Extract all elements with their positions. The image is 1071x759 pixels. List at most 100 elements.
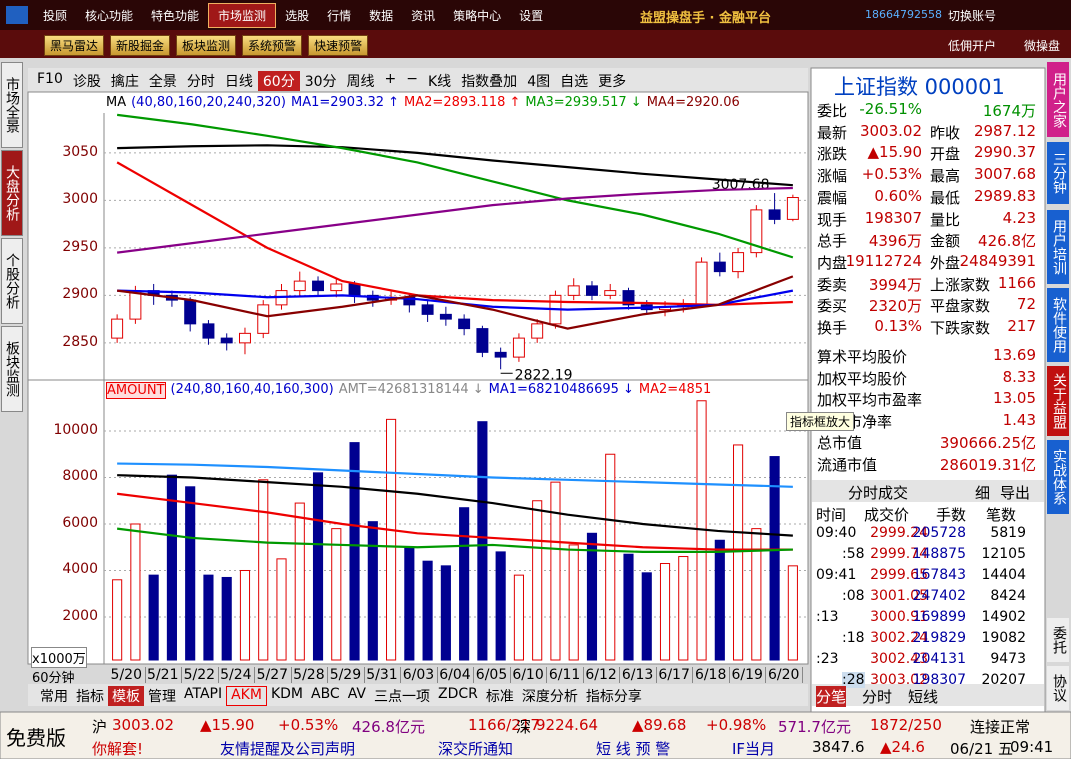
chart-tool[interactable]: 30分 [304,74,337,90]
chart-tool[interactable]: 更多 [598,74,627,90]
side-tab[interactable]: 关于益盟 [1047,366,1069,436]
side-tab[interactable]: 个股分析 [1,238,23,324]
chart-tool[interactable]: 60分 [257,71,300,91]
stat-label: 总市值 [817,434,863,452]
menu-item[interactable]: 策略中心 [453,8,502,23]
side-tab[interactable]: 用户培训 [1047,210,1069,284]
status-item: 3003.02 [112,716,175,734]
x-tick-label: 6/17 [656,667,694,683]
menu-item[interactable]: 资讯 [411,8,436,23]
candle-body [439,313,452,320]
status-item: 短 线 预 警 [596,740,671,758]
menu-item[interactable]: 投顾 [43,8,68,23]
bottom-tool[interactable]: ZDCR [437,686,478,702]
legend-item: MA1=2903.32 ↑ [290,95,400,110]
chart-tool[interactable]: 擒庄 [110,74,139,90]
candle-body [421,304,434,315]
toolbar-button[interactable]: 黑马雷达 [44,35,105,56]
trade-cell: 205728 [912,525,966,541]
bottom-tool[interactable]: KDM [270,686,303,702]
bottom-tool[interactable]: 管理 [148,689,176,705]
x-tick-label: 6/12 [583,667,621,683]
trade-cell: 09:40 [816,525,857,541]
quote-value: 2989.83 [973,186,1036,205]
toolbar-link[interactable]: 低佣开户 [948,39,997,53]
bottom-tool[interactable]: 指标分享 [585,689,642,705]
chart-tool[interactable]: K线 [428,74,452,90]
side-tab[interactable]: 实战体系 [1047,440,1069,514]
bottom-tool[interactable]: ATAPI [184,686,223,702]
toolbar-button[interactable]: 板块监测 [176,35,237,56]
bottom-tool[interactable]: ABC [311,686,340,702]
candle-body [458,318,471,330]
stat-label: 加权平均股价 [817,369,908,388]
chart-tool[interactable]: 4图 [527,74,551,90]
toolbar-button[interactable]: 快速预警 [308,35,369,56]
quote-value: 198307 [864,208,922,227]
y-tick-label: 6000 [62,514,98,531]
chart-tool[interactable]: 日线 [224,74,253,90]
side-tab[interactable]: 市场全景 [1,62,23,148]
menu-item[interactable]: 市场监测 [208,2,277,28]
bottom-tool[interactable]: AV [347,686,366,702]
trade-tab[interactable]: 导出 [1000,484,1031,502]
quote-label: 开盘 [930,145,961,164]
side-tab[interactable]: 用户之家 [1047,62,1069,137]
side-tab[interactable]: 三分钟 [1047,142,1069,204]
volume-bar [440,565,451,661]
chart-tool[interactable]: + [384,71,397,87]
toolbar-button[interactable]: 系统预警 [242,35,303,56]
trade-bottom-tab[interactable]: 分时 [862,688,893,706]
bottom-tool[interactable]: 三点一项 [373,689,430,705]
toolbar-button[interactable]: 新股掘金 [110,35,171,56]
menu-item[interactable]: 特色功能 [151,8,200,23]
side-tab[interactable]: 板块监测 [1,326,23,412]
chart-tool[interactable]: 诊股 [72,74,101,90]
bottom-tool[interactable]: AKM [226,686,267,706]
chart-tool[interactable]: 周线 [346,74,375,90]
candle-body [293,280,306,292]
brand: 益盟操盘手 · 金融平台 [640,11,771,26]
toolbar-link[interactable]: 微操盘 [1024,39,1061,53]
menu-item[interactable]: 数据 [369,8,394,23]
candle-body [348,283,361,296]
chart-tool[interactable]: 分时 [186,74,215,90]
menu-item[interactable]: 行情 [327,8,352,23]
menu-item[interactable]: 选股 [285,8,310,23]
account[interactable]: 切换账号 [948,9,997,23]
bottom-tool[interactable]: 常用 [40,689,68,705]
x-tick-label: 6/18 [692,667,730,683]
trade-cell: 09:41 [816,567,857,583]
trade-bottom-tab[interactable]: 短线 [908,688,939,706]
volume-bar [130,523,141,661]
side-tab[interactable]: 委托 [1047,618,1069,662]
menu-item[interactable]: 设置 [519,8,544,23]
legend-item: MA [106,95,127,110]
candle-body [786,197,799,220]
bottom-tool[interactable]: 深度分析 [521,689,578,705]
chart-tool[interactable]: F10 [37,71,63,87]
trade-tab[interactable]: 细 [975,484,991,502]
trade-cell: 167843 [912,567,966,583]
trade-bottom-tab[interactable]: 分笔 [816,686,847,707]
side-tab[interactable]: 大盘分析 [1,150,23,236]
chart-tool[interactable]: − [406,71,418,87]
chart-tool[interactable]: 指数叠加 [461,74,518,90]
quote-label: 平盘家数 [930,297,991,316]
side-tab[interactable]: 软件使用 [1047,288,1069,362]
quote-label: 委比 [817,102,848,120]
bottom-tool[interactable]: 模板 [108,686,144,706]
bottom-tool[interactable]: 指标 [76,689,104,705]
volume-bar [112,579,123,661]
side-tab[interactable]: 协议 [1047,666,1069,710]
chart-tool[interactable]: 自选 [560,74,589,90]
trade-tab[interactable]: 分时成交 [848,484,909,502]
chart-tool[interactable]: 全景 [148,74,177,90]
legend-item: AMOUNT [106,382,166,399]
status-item: 3847.6 [812,738,865,756]
edition: 免费版 [6,726,66,750]
bottom-tool[interactable]: 标准 [485,689,514,705]
menu-item[interactable]: 核心功能 [85,8,134,23]
quote-value: 24849391 [959,251,1036,270]
trade-cell: :23 [816,651,839,667]
